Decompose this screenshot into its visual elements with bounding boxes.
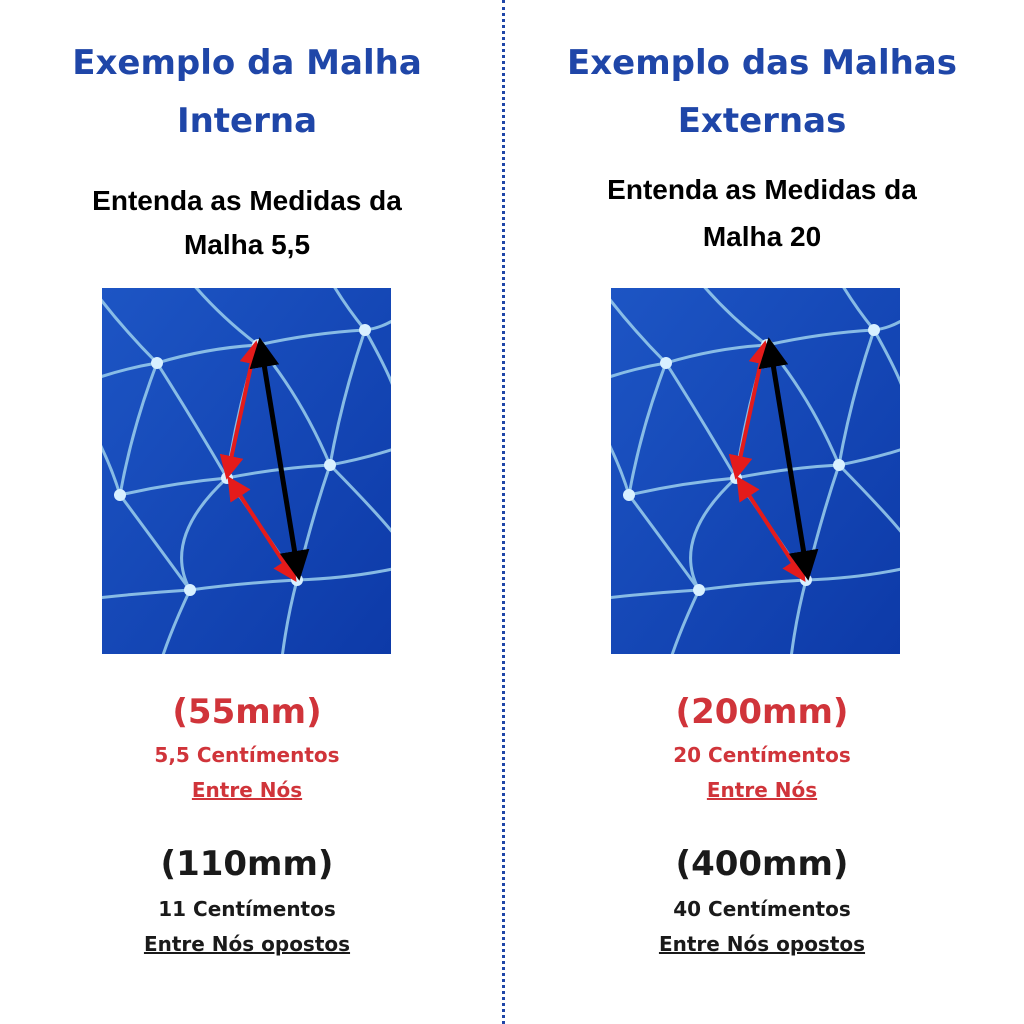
- subtitle: Entenda as Medidas da: [92, 185, 402, 216]
- title: Exemplo da Malha: [72, 43, 422, 83]
- title: Interna: [176, 101, 318, 141]
- measure: (110mm): [160, 844, 334, 884]
- title: Externas: [677, 101, 847, 141]
- centimeters: 11 Centímentos: [158, 897, 336, 921]
- centimeters: 20 Centímentos: [673, 743, 851, 767]
- note: Entre Nós opostos: [658, 932, 866, 956]
- measure: (200mm): [675, 692, 849, 732]
- note: Entre Nós opostos: [143, 932, 351, 956]
- note: Entre Nós: [191, 778, 303, 802]
- net-image: [102, 288, 391, 654]
- divider: [502, 0, 505, 1024]
- subtitle: Malha 20: [702, 221, 822, 252]
- title: Exemplo das Malhas: [566, 43, 957, 83]
- measure: (55mm): [172, 692, 322, 732]
- subtitle: Entenda as Medidas da: [607, 174, 917, 205]
- centimeters: 5,5 Centímentos: [154, 743, 340, 767]
- note: Entre Nós: [706, 778, 818, 802]
- measure: (400mm): [675, 844, 849, 884]
- subtitle: Malha 5,5: [183, 229, 311, 260]
- centimeters: 40 Centímentos: [673, 897, 851, 921]
- net-image: [611, 288, 900, 654]
